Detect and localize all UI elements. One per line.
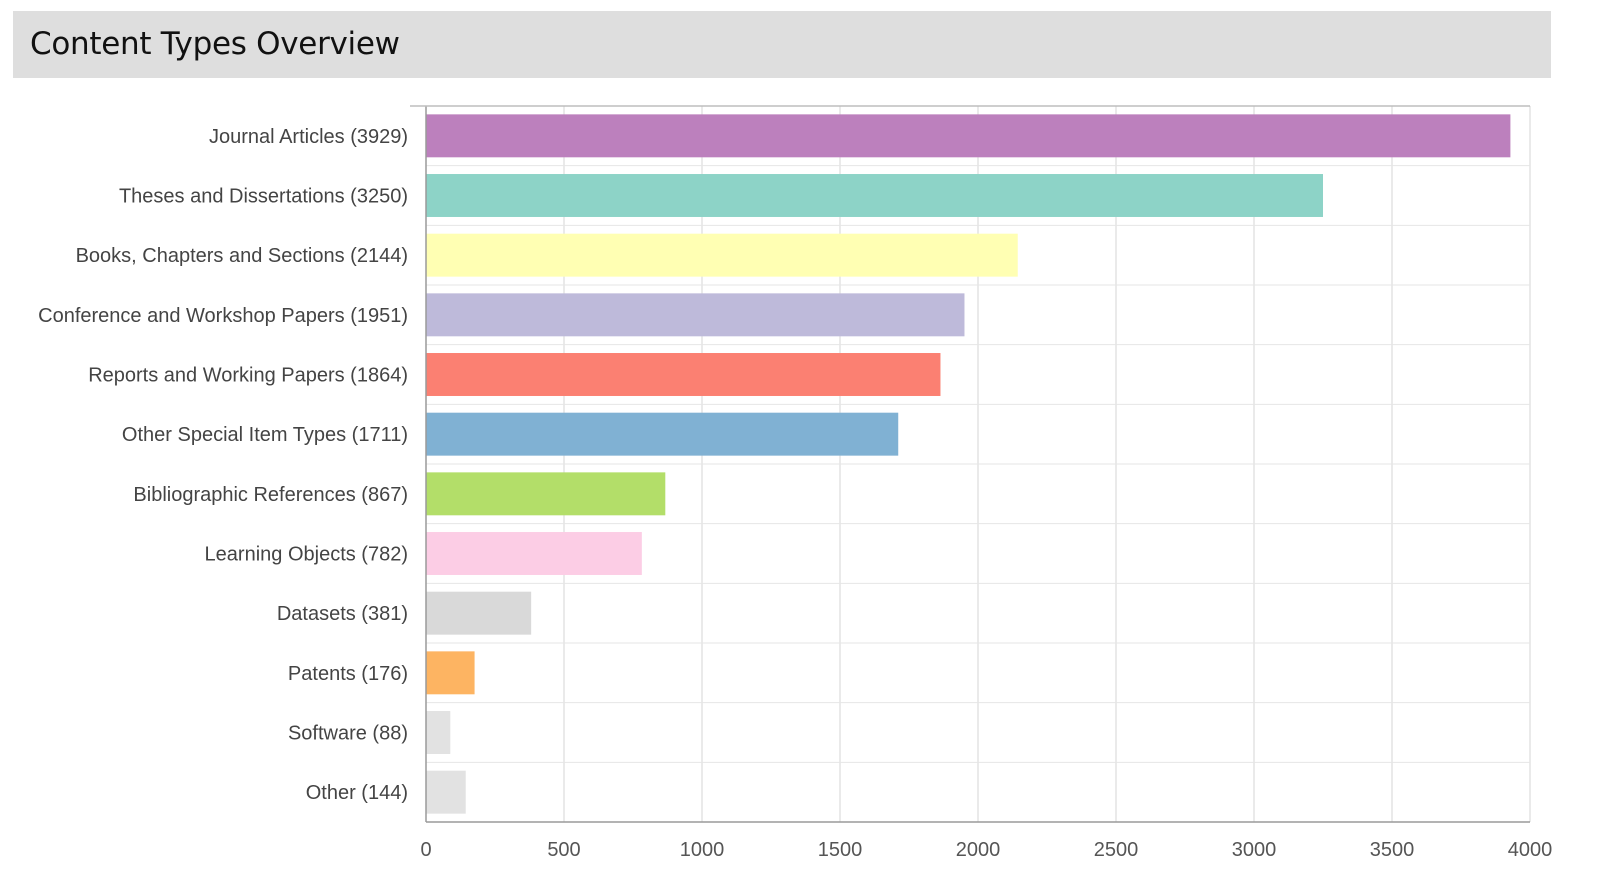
category-label: Other Special Item Types (1711) [122,424,408,446]
category-labels: Journal Articles (3929) Theses and Disser… [38,126,408,804]
category-label: Learning Objects (782) [205,544,408,566]
category-label: Books, Chapters and Sections (2144) [76,245,408,267]
bar[interactable] [426,412,899,456]
bar[interactable] [426,353,941,396]
x-tick-label: 1000 [680,839,725,861]
bar[interactable] [426,532,642,575]
category-label: Patents (176) [288,663,408,685]
chart-header: Content Types Overview [13,11,1551,78]
x-tick-labels: 0 500 1000 1500 2000 2500 3000 3500 4000 [420,839,1552,861]
category-label: Journal Articles (3929) [209,126,408,148]
category-label: Bibliographic References (867) [133,484,408,506]
category-label: Other (144) [306,782,408,804]
bars [426,114,1511,814]
x-tick-label: 2500 [1094,839,1139,861]
bar[interactable] [426,591,532,635]
bar[interactable] [426,233,1018,277]
bar[interactable] [426,770,466,814]
category-label: Datasets (381) [277,603,408,625]
x-tick-label: 0 [420,839,431,861]
x-tick-label: 2000 [956,839,1001,861]
bar[interactable] [426,711,451,754]
x-tick-label: 3000 [1232,839,1277,861]
category-label: Theses and Dissertations (3250) [119,186,408,208]
bar[interactable] [426,114,1511,158]
category-label: Software (88) [288,723,408,745]
x-tick-label: 1500 [818,839,863,861]
page-title: Content Types Overview [30,26,400,62]
x-tick-label: 500 [547,839,580,861]
bar[interactable] [426,293,965,337]
axes [410,105,1530,823]
category-label: Reports and Working Papers (1864) [88,365,408,387]
bar[interactable] [426,651,475,695]
category-label: Conference and Workshop Papers (1951) [38,305,408,327]
bar[interactable] [426,174,1323,217]
x-tick-label: 3500 [1370,839,1415,861]
x-tick-label: 4000 [1508,839,1553,861]
bar[interactable] [426,472,666,516]
